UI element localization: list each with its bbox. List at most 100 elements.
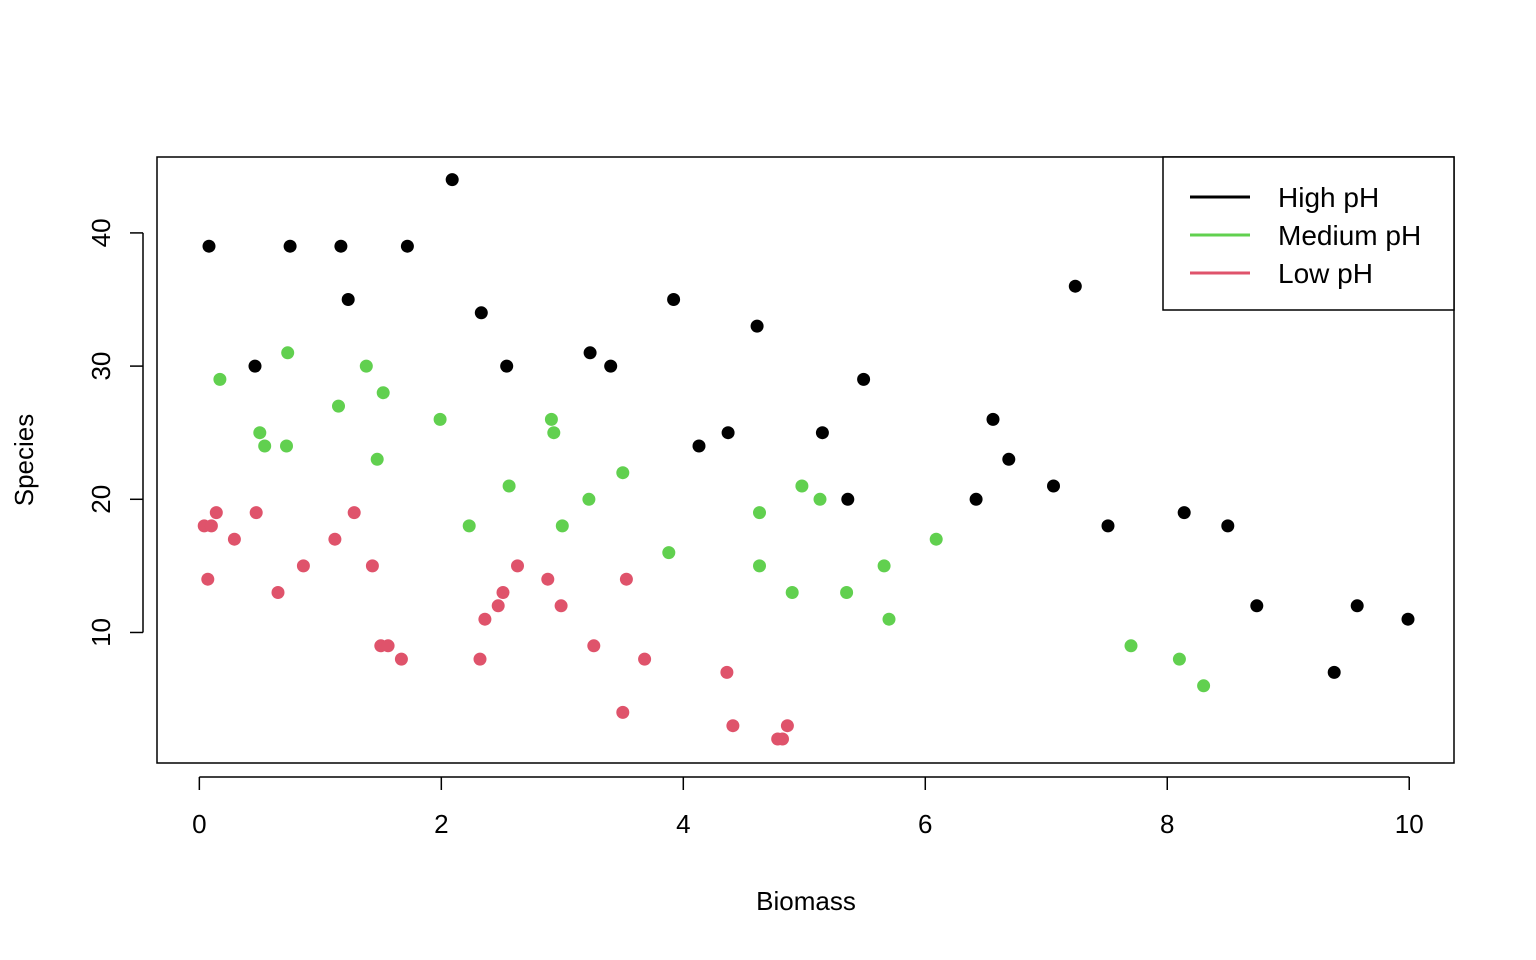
data-point: [638, 652, 652, 666]
data-point: [544, 412, 558, 426]
y-tick-label: 40: [86, 218, 116, 247]
data-point: [554, 599, 568, 613]
data-point: [283, 239, 297, 253]
data-point: [662, 546, 676, 560]
data-point: [334, 239, 348, 253]
data-point: [1197, 679, 1211, 693]
data-point: [583, 346, 597, 360]
data-point: [332, 399, 345, 413]
data-point: [253, 426, 267, 440]
data-point: [1250, 599, 1264, 613]
data-point: [491, 599, 505, 613]
legend-label-medium-ph: Medium pH: [1278, 220, 1421, 251]
data-point: [280, 439, 293, 453]
data-point: [555, 519, 569, 533]
data-point: [445, 173, 459, 187]
y-tick-label: 10: [86, 618, 116, 647]
x-axis: 0 2 4 6 8 10: [192, 776, 1424, 839]
y-tick-label: 30: [86, 352, 116, 381]
data-point: [1401, 612, 1415, 626]
data-point: [1068, 279, 1082, 293]
data-point: [720, 665, 734, 679]
data-point: [619, 572, 633, 586]
legend-label-high-ph: High pH: [1278, 182, 1379, 213]
data-point: [1101, 519, 1115, 533]
data-point: [753, 559, 766, 573]
data-point: [813, 492, 827, 506]
data-point: [365, 559, 379, 573]
y-axis-title: Species: [9, 414, 39, 507]
data-point: [511, 559, 524, 573]
x-axis-title: Biomass: [756, 886, 856, 916]
data-point: [1177, 506, 1191, 520]
data-point: [281, 346, 295, 360]
data-point: [209, 506, 223, 520]
data-point: [347, 506, 361, 520]
data-point: [1002, 452, 1016, 466]
data-point: [213, 372, 227, 386]
data-point: [785, 586, 799, 599]
data-point: [462, 519, 476, 533]
data-point: [1172, 652, 1186, 666]
data-point: [341, 293, 355, 306]
data-point: [882, 612, 896, 626]
data-point: [776, 732, 789, 746]
data-point: [604, 359, 618, 373]
data-point: [370, 452, 384, 466]
data-point: [1350, 599, 1364, 613]
data-point: [204, 519, 218, 533]
data-point: [616, 705, 630, 719]
data-point: [795, 479, 809, 493]
data-point: [202, 239, 216, 253]
data-point: [474, 306, 488, 320]
data-point: [582, 492, 596, 506]
data-point: [753, 506, 766, 520]
data-point: [1124, 639, 1138, 653]
data-point: [541, 572, 555, 586]
legend-label-low-ph: Low pH: [1278, 258, 1373, 289]
data-point: [750, 319, 764, 333]
data-point: [1047, 479, 1060, 493]
data-point: [721, 426, 735, 440]
data-point: [726, 719, 740, 733]
data-point: [500, 359, 514, 373]
data-point: [258, 439, 272, 453]
data-point: [478, 612, 492, 626]
data-point: [877, 559, 891, 573]
x-tick-label: 2: [434, 809, 448, 839]
data-point: [296, 559, 310, 573]
data-point: [616, 466, 630, 480]
legend: High pH Medium pH Low pH: [1162, 156, 1455, 311]
data-point: [394, 652, 408, 666]
x-tick-label: 0: [192, 809, 206, 839]
data-point: [248, 359, 262, 373]
data-point: [502, 479, 516, 493]
data-points: [197, 173, 1415, 746]
data-point: [986, 412, 1000, 426]
data-point: [692, 439, 706, 453]
data-point: [969, 492, 983, 506]
data-point: [587, 639, 601, 653]
data-point: [815, 426, 829, 440]
y-axis: 10 20 30 40: [86, 218, 144, 647]
x-tick-label: 6: [918, 809, 932, 839]
data-point: [249, 506, 263, 520]
x-tick-label: 8: [1160, 809, 1174, 839]
x-tick-label: 10: [1395, 809, 1424, 839]
data-point: [271, 586, 285, 599]
data-point: [433, 412, 447, 426]
data-point: [840, 586, 854, 599]
data-point: [473, 652, 487, 666]
data-point: [1327, 665, 1341, 679]
data-point: [359, 359, 373, 373]
data-point: [1221, 519, 1235, 533]
data-point: [381, 639, 395, 653]
data-point: [227, 532, 241, 546]
data-point: [667, 293, 681, 306]
data-point: [496, 586, 510, 599]
data-point: [201, 572, 215, 586]
data-point: [376, 386, 390, 400]
y-tick-label: 20: [86, 485, 116, 514]
data-point: [400, 239, 414, 253]
